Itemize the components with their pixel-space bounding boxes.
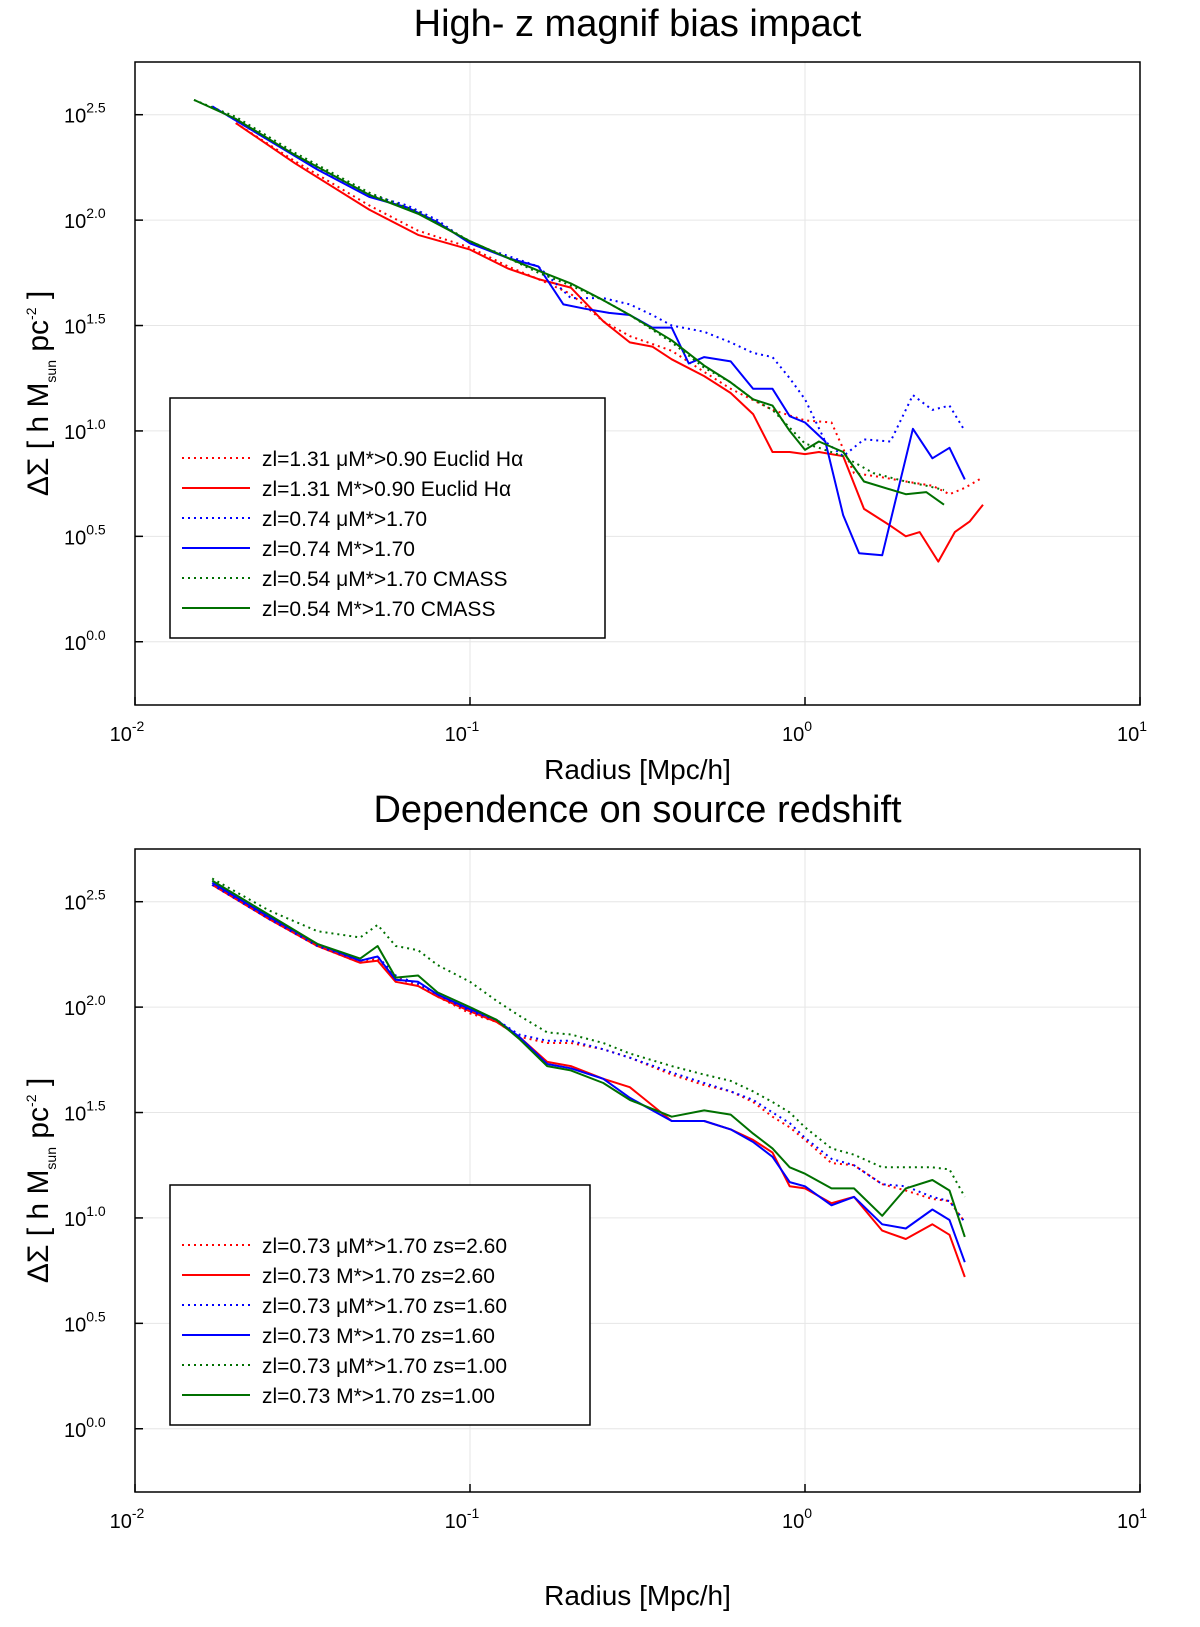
chart2-xtick-label-2: 100 <box>782 1505 812 1533</box>
chart2-ytick-label-5: 102.5 <box>64 887 106 915</box>
chart2-series-line-2 <box>211 883 966 1278</box>
chart2-ytick-label-2: 101.0 <box>64 1203 106 1231</box>
chart2-ytick-label-4: 102.0 <box>64 992 106 1020</box>
chart2-legend-label-2: zl=0.73 M*>1.70 zs=2.60 <box>262 1265 495 1288</box>
chart2-legend-label-5: zl=0.73 μM*>1.70 zs=1.00 <box>262 1355 507 1378</box>
chart1-xlabel: Radius [Mpc/h] <box>544 754 731 785</box>
chart2-ytick-label-0: 100.0 <box>64 1414 106 1442</box>
chart1-ytick-label-1: 100.5 <box>64 521 106 549</box>
chart2-xtick-label-1: 10-1 <box>445 1505 480 1533</box>
chart2-plot-frame <box>134 848 1141 1493</box>
chart2-legend: zl=0.73 μM*>1.70 zs=2.60 zl=0.73 M*>1.70 … <box>169 1184 591 1426</box>
chart2-xlabel: Radius [Mpc/h] <box>544 1580 731 1611</box>
chart1-panel: 10-2 10-1 100 101 100.0 100.5 101.0 101.5 102.0 1… <box>22 3 1147 785</box>
chart2-legend-label-4: zl=0.73 M*>1.70 zs=1.60 <box>262 1325 495 1348</box>
chart1-ytick-label-2: 101.0 <box>64 416 106 444</box>
chart2-series-line-4 <box>211 881 966 1263</box>
chart1-ytick-label-3: 101.5 <box>64 311 106 339</box>
chart1-legend: zl=1.31 μM*>0.90 Euclid Hα zl=1.31 M*>0.9… <box>169 397 606 639</box>
chart1-ytick-label-4: 102.0 <box>64 205 106 233</box>
chart2-panel: 10-2 10-1 100 101 100.0 100.5 101.0 101.5 102.0 1… <box>22 789 1147 1611</box>
chart1-ytick-label-0: 100.0 <box>64 627 106 655</box>
chart2-legend-label-1: zl=0.73 μM*>1.70 zs=2.60 <box>262 1235 507 1258</box>
chart2-legend-label-3: zl=0.73 μM*>1.70 zs=1.60 <box>262 1295 507 1318</box>
chart1-xtick-label-2: 100 <box>782 718 812 746</box>
chart2-ytick-label-3: 101.5 <box>64 1098 106 1126</box>
chart2-legend-label-6: zl=0.73 M*>1.70 zs=1.00 <box>262 1385 495 1408</box>
chart1-xtick-label-1: 10-1 <box>445 718 480 746</box>
chart2-ylabel: ΔΣ [ h Msun pc-2 ] <box>22 1078 59 1283</box>
chart1-xtick-label-0: 10-2 <box>110 718 145 746</box>
chart1-title: High- z magnif bias impact <box>414 3 862 45</box>
chart1-ytick-label-5: 102.5 <box>64 100 106 128</box>
chart2-legend-box <box>169 1184 591 1426</box>
chart1-legend-label-1: zl=1.31 μM*>0.90 Euclid Hα <box>262 448 523 471</box>
chart1-ylabel: ΔΣ [ h Msun pc-2 ] <box>22 291 59 496</box>
chart1-legend-label-2: zl=1.31 M*>0.90 Euclid Hα <box>262 478 511 501</box>
chart2-xtick-label-0: 10-2 <box>110 1505 145 1533</box>
chart1-legend-label-3: zl=0.74 μM*>1.70 <box>262 508 427 531</box>
chart1-legend-label-5: zl=0.54 μM*>1.70 CMASS <box>262 568 508 591</box>
chart1-xtick-label-3: 101 <box>1117 718 1147 746</box>
chart2-title: Dependence on source redshift <box>373 789 902 831</box>
chart1-series-line-6 <box>193 98 945 506</box>
chart1-series-line-2 <box>235 122 984 563</box>
chart2-ytick-label-1: 100.5 <box>64 1308 106 1336</box>
chart1-series-line-5 <box>193 98 945 491</box>
chart2-series-line-5 <box>211 877 966 1198</box>
chart2-xtick-label-3: 101 <box>1117 1505 1147 1533</box>
chart2-series-line-3 <box>211 883 966 1223</box>
chart2-series-line-6 <box>211 879 966 1238</box>
chart1-legend-label-4: zl=0.74 M*>1.70 <box>262 538 415 561</box>
chart1-plot-frame <box>134 61 1141 706</box>
chart1-series-line-3 <box>211 105 966 458</box>
chart1-series-line-4 <box>211 105 966 557</box>
chart2-series-line-1 <box>211 883 966 1223</box>
chart1-legend-label-6: zl=0.54 M*>1.70 CMASS <box>262 598 495 621</box>
